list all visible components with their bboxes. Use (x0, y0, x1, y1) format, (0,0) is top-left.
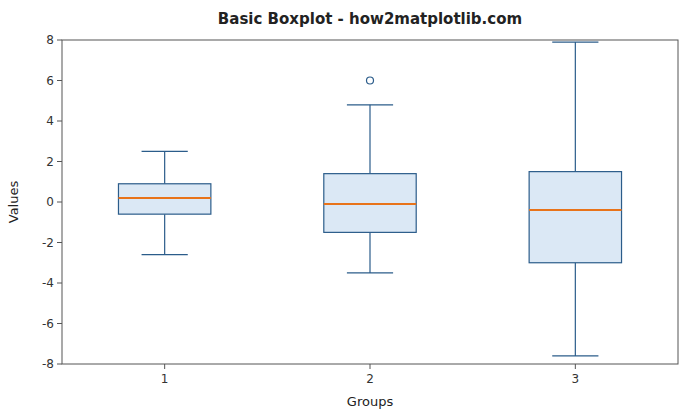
median (529, 209, 621, 211)
x-tick (164, 364, 165, 369)
x-tick-label: 3 (572, 372, 580, 386)
whisker-low (164, 214, 165, 255)
y-tick (57, 80, 62, 81)
median (118, 197, 210, 199)
y-tick (57, 283, 62, 284)
y-tick (57, 323, 62, 324)
y-tick-label: 8 (46, 33, 54, 47)
median (324, 203, 416, 205)
y-tick-label: -2 (42, 236, 54, 250)
cap-high (142, 151, 188, 152)
y-tick (57, 121, 62, 122)
cap-low (347, 272, 393, 273)
cap-high (347, 104, 393, 105)
y-tick-label: 4 (46, 114, 54, 128)
y-tick (57, 242, 62, 243)
y-tick-label: 2 (46, 155, 54, 169)
x-tick (575, 364, 576, 369)
y-tick-label: -6 (42, 317, 54, 331)
y-tick (57, 161, 62, 162)
box (118, 184, 210, 214)
outlier (367, 77, 374, 84)
whisker-high (164, 151, 165, 183)
y-axis-label: Values (6, 181, 21, 224)
whisker-low (575, 263, 576, 356)
cap-low (552, 355, 598, 356)
title: Basic Boxplot - how2matplotlib.com (218, 10, 522, 28)
y-tick (57, 40, 62, 41)
cap-low (142, 254, 188, 255)
y-tick-label: -4 (42, 276, 54, 290)
x-tick-label: 1 (161, 372, 169, 386)
y-tick-label: -8 (42, 357, 54, 371)
cap-high (552, 41, 598, 42)
boxes (118, 42, 621, 356)
box (324, 174, 416, 233)
y-tick (57, 202, 62, 203)
chart: -8 -6 -4 -2 0 2 4 6 8 1 2 3 Basic Boxplot - how2matp… (0, 0, 700, 420)
y-tick (57, 364, 62, 365)
whisker-high (575, 42, 576, 172)
plot-frame (62, 40, 678, 364)
x-tick (370, 364, 371, 369)
box (529, 172, 621, 263)
y-tick-label: 6 (46, 74, 54, 88)
x-axis-label: Groups (347, 394, 394, 409)
x-tick-label: 2 (366, 372, 374, 386)
y-tick-label: 0 (46, 195, 54, 209)
whisker-low (369, 232, 370, 273)
whisker-high (369, 105, 370, 174)
